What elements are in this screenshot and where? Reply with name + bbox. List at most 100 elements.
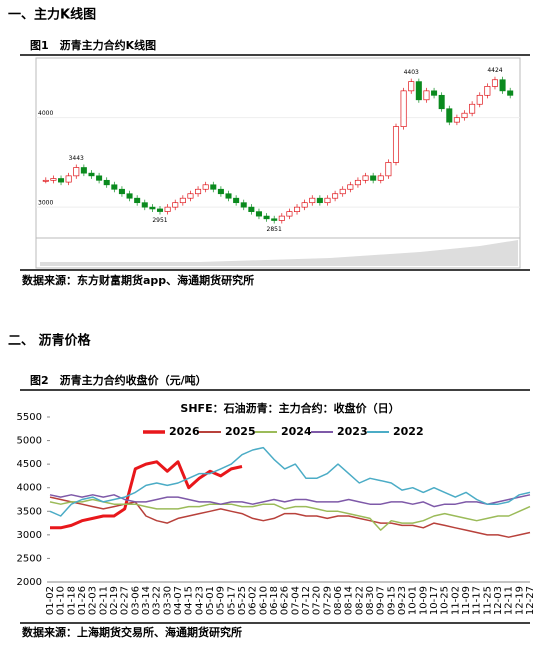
candle	[134, 197, 141, 204]
x-tick-label: 11-02	[450, 586, 461, 615]
y-tick-label: 4500	[17, 459, 42, 470]
x-tick-label: 01-02	[45, 586, 56, 615]
candle	[58, 178, 65, 183]
candle	[392, 126, 400, 163]
candle	[507, 90, 514, 96]
candle	[461, 112, 468, 119]
candle	[65, 175, 72, 183]
x-tick-label: 07-29	[322, 586, 333, 615]
candle	[499, 79, 506, 92]
price-annotation: 4424	[487, 67, 502, 74]
x-tick-label: 03-22	[152, 586, 163, 615]
candle	[446, 108, 453, 123]
candle	[370, 175, 377, 181]
series-line	[50, 460, 243, 530]
candle	[96, 175, 103, 181]
x-tick-label: 08-30	[365, 586, 376, 615]
price-annotation: 2851	[267, 226, 282, 233]
legend-label: 2023	[337, 425, 368, 438]
x-tick-label: 05-17	[226, 586, 237, 615]
candle	[210, 184, 217, 190]
candle	[80, 167, 87, 174]
candle	[179, 197, 186, 204]
x-tick-label: 07-04	[290, 586, 301, 615]
candle	[324, 197, 331, 204]
candle	[431, 90, 438, 96]
y-tick-label: 3000	[17, 530, 42, 541]
kline-frame	[35, 57, 521, 269]
series-line	[49, 446, 531, 517]
y-tick-label: 5500	[17, 412, 42, 423]
x-tick-label: 05-09	[216, 586, 227, 615]
x-tick-label: 06-26	[280, 586, 291, 615]
candle	[339, 188, 346, 195]
x-tick-label: 07-12	[301, 586, 312, 615]
figure-caption: 图2 沥青主力合约收盘价（元/吨）	[30, 373, 207, 387]
x-tick-label: 03-06	[130, 586, 141, 615]
x-tick-label: 09-07	[376, 586, 387, 615]
y-tick-label: 4000	[17, 483, 42, 494]
candle	[415, 81, 422, 101]
x-tick-label: 05-25	[237, 586, 248, 615]
legend-label: 2024	[281, 425, 312, 438]
x-tick-label: 11-25	[482, 586, 493, 615]
candle	[294, 206, 301, 212]
y-tick-label: 2500	[17, 553, 42, 564]
candle	[377, 175, 384, 181]
x-tick-label: 05-01	[205, 586, 216, 615]
x-tick-label: 09-15	[386, 586, 397, 615]
candle	[332, 193, 339, 199]
candle	[141, 202, 148, 208]
candle	[362, 175, 369, 181]
section-heading: 二、 沥青价格	[8, 333, 92, 349]
x-tick-label: 11-09	[461, 586, 472, 615]
candle	[126, 193, 133, 199]
x-tick-label: 02-11	[98, 586, 109, 615]
volume-area	[40, 240, 518, 266]
candle	[438, 94, 445, 110]
candle	[217, 188, 224, 195]
y-tick-label: 3000	[38, 200, 53, 207]
x-tick-label: 06-18	[269, 586, 280, 615]
section-heading: 一、主力K线图	[8, 7, 96, 23]
legend-label: 2022	[393, 425, 424, 438]
x-tick-label: 04-15	[184, 586, 195, 615]
candle	[491, 79, 498, 87]
candle	[385, 162, 392, 177]
x-tick-label: 07-20	[312, 586, 323, 615]
x-tick-label: 10-01	[408, 586, 419, 615]
y-tick-label: 4000	[38, 110, 53, 117]
x-tick-label: 12-27	[525, 586, 536, 615]
candle	[278, 215, 285, 221]
candle	[172, 202, 179, 208]
candle	[484, 86, 491, 96]
candle	[103, 179, 110, 186]
figure-caption: 图1 沥青主力合约K线图	[30, 38, 156, 52]
candle	[202, 184, 209, 190]
candle	[187, 193, 194, 199]
x-tick-label: 11-17	[472, 586, 483, 615]
x-tick-label: 01-18	[66, 586, 77, 615]
x-tick-label: 08-22	[354, 586, 365, 615]
price-annotation: 2951	[152, 217, 167, 224]
candle	[240, 202, 247, 208]
candle	[263, 215, 270, 220]
x-tick-label: 08-14	[344, 586, 355, 615]
y-tick-label: 2000	[17, 577, 42, 588]
legend-label: 2025	[225, 425, 256, 438]
x-tick-label: 02-03	[88, 586, 99, 615]
candle	[423, 90, 430, 101]
candle	[286, 211, 293, 217]
x-tick-label: 12-19	[514, 586, 525, 615]
x-tick-label: 08-06	[333, 586, 344, 615]
candle	[354, 179, 361, 186]
x-tick-label: 04-07	[173, 586, 184, 615]
candle	[453, 117, 460, 123]
x-tick-label: 10-09	[418, 586, 429, 615]
candle	[271, 218, 278, 221]
candle	[50, 178, 57, 181]
candle	[469, 103, 476, 114]
legend-label: 2026	[169, 425, 200, 438]
x-tick-label: 10-25	[440, 586, 451, 615]
candle	[255, 211, 262, 217]
